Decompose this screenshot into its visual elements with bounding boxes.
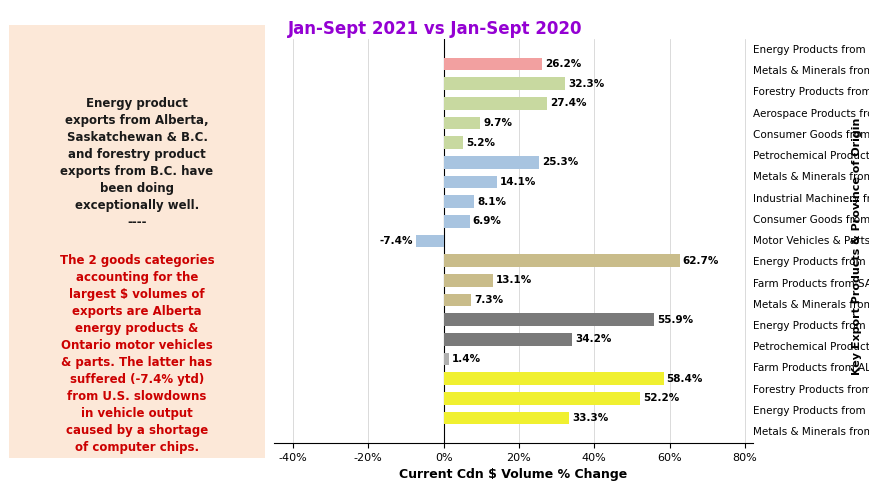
Text: Metals & Minerals from SASKATCHEWAN: Metals & Minerals from SASKATCHEWAN <box>752 300 869 310</box>
Bar <box>443 294 470 307</box>
Text: Metals & Minerals from ONTARIO: Metals & Minerals from ONTARIO <box>752 172 869 183</box>
Bar <box>443 333 572 346</box>
Bar <box>443 254 679 267</box>
Text: 8.1%: 8.1% <box>476 197 506 207</box>
Text: 32.3%: 32.3% <box>567 79 604 89</box>
Bar <box>443 176 496 188</box>
Bar <box>443 77 565 90</box>
Text: 27.4%: 27.4% <box>549 98 586 108</box>
Bar <box>443 372 663 385</box>
Text: 6.9%: 6.9% <box>472 216 501 226</box>
Text: Motor Vehicles & Parts from ONTARIO: Motor Vehicles & Parts from ONTARIO <box>752 236 869 246</box>
Bar <box>443 392 640 405</box>
Text: 34.2%: 34.2% <box>574 335 611 344</box>
Text: Consumer Goods from ONTARIO: Consumer Goods from ONTARIO <box>752 215 869 225</box>
Text: 58.4%: 58.4% <box>666 374 702 384</box>
Text: 33.3%: 33.3% <box>572 413 607 423</box>
Bar <box>443 313 653 326</box>
Text: 5.2%: 5.2% <box>466 138 494 148</box>
Text: 26.2%: 26.2% <box>545 59 580 69</box>
Text: Industrial Machinery from ONTARIO: Industrial Machinery from ONTARIO <box>752 194 869 204</box>
Text: 52.2%: 52.2% <box>642 394 679 403</box>
Text: 1.4%: 1.4% <box>451 354 481 364</box>
Text: Metals & Minerals from QUEBEC: Metals & Minerals from QUEBEC <box>752 66 869 76</box>
Bar <box>443 274 493 287</box>
Text: Key Export Products & Province of Origin: Key Export Products & Province of Origin <box>851 117 861 375</box>
Bar <box>443 195 474 208</box>
Text: Forestry Products from B.C.: Forestry Products from B.C. <box>752 385 869 395</box>
Text: Energy Products from NFLD & LAB: Energy Products from NFLD & LAB <box>752 45 869 55</box>
Text: 25.3%: 25.3% <box>541 157 578 167</box>
Text: Energy Products from ALBERTA: Energy Products from ALBERTA <box>752 321 869 331</box>
Text: Metals & Minerals from B.C.: Metals & Minerals from B.C. <box>752 427 869 437</box>
Text: Forestry Products from QUEBEC: Forestry Products from QUEBEC <box>752 88 869 97</box>
Bar <box>443 136 462 149</box>
Bar <box>443 58 541 70</box>
Text: Energy Products from B.C.: Energy Products from B.C. <box>752 406 869 416</box>
Text: Aerospace Products from QUEBEC: Aerospace Products from QUEBEC <box>752 109 869 119</box>
Text: Petrochemical Products from ONTARIO: Petrochemical Products from ONTARIO <box>752 151 869 161</box>
Bar <box>443 353 448 366</box>
Bar <box>443 412 568 425</box>
Text: Farm Products from SASKATCHEWAN: Farm Products from SASKATCHEWAN <box>752 278 869 288</box>
Text: 13.1%: 13.1% <box>495 276 532 285</box>
Text: Farm Products from ALBERTA: Farm Products from ALBERTA <box>752 364 869 373</box>
Text: 7.3%: 7.3% <box>474 295 502 305</box>
Text: Energy Products from SASKATCHEWAN: Energy Products from SASKATCHEWAN <box>752 257 869 267</box>
Bar <box>443 97 547 110</box>
Bar <box>443 117 480 129</box>
Bar <box>443 215 469 228</box>
Text: Jan-Sept 2021 vs Jan-Sept 2020: Jan-Sept 2021 vs Jan-Sept 2020 <box>288 20 581 38</box>
Bar <box>415 235 443 247</box>
Text: Consumer Goods from QUEBEC: Consumer Goods from QUEBEC <box>752 130 869 140</box>
Text: 9.7%: 9.7% <box>482 118 512 128</box>
Bar <box>443 156 538 169</box>
Text: The 2 goods categories
accounting for the
largest $ volumes of
exports are Alber: The 2 goods categories accounting for th… <box>60 254 214 454</box>
Text: Energy product
exports from Alberta,
Saskatchewan & B.C.
and forestry product
ex: Energy product exports from Alberta, Sas… <box>60 97 214 229</box>
Text: Petrochemical Products from ALBERTA: Petrochemical Products from ALBERTA <box>752 342 869 352</box>
Text: 62.7%: 62.7% <box>682 256 719 266</box>
Text: -7.4%: -7.4% <box>379 236 412 246</box>
X-axis label: Current Cdn $ Volume % Change: Current Cdn $ Volume % Change <box>399 468 627 481</box>
FancyBboxPatch shape <box>6 16 268 466</box>
Text: 55.9%: 55.9% <box>656 315 693 325</box>
Text: 14.1%: 14.1% <box>499 177 535 187</box>
